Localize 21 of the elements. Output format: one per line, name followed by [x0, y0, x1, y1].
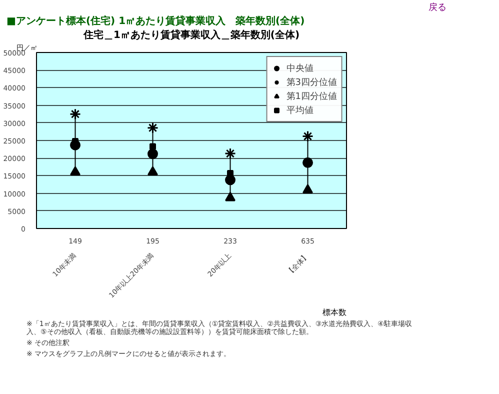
point [148, 148, 158, 160]
point [70, 166, 80, 176]
point [147, 122, 158, 134]
text: 戻る [428, 2, 446, 13]
text: 標本数 [322, 308, 346, 317]
legend-label: 平均値 [286, 104, 314, 117]
point [150, 143, 156, 150]
legend-label: 中央値 [286, 62, 314, 75]
chart-subtitle: 住宅＿1㎡あたり賃貸事業収入＿築年数別(全体) [82, 29, 300, 41]
point [302, 130, 314, 142]
legend-label: 第1四分位値 [286, 90, 337, 103]
point [224, 148, 236, 160]
legend-label: 第3四分位値 [286, 76, 337, 89]
point [225, 174, 236, 186]
point [225, 192, 236, 202]
point [227, 170, 234, 176]
chart-title: ■アンケート標本(住宅) 1㎡あたり賃貸事業収入 築年数別(全体) [6, 15, 305, 27]
point [302, 184, 313, 194]
point [148, 166, 158, 176]
point [302, 157, 313, 168]
point [70, 108, 81, 120]
